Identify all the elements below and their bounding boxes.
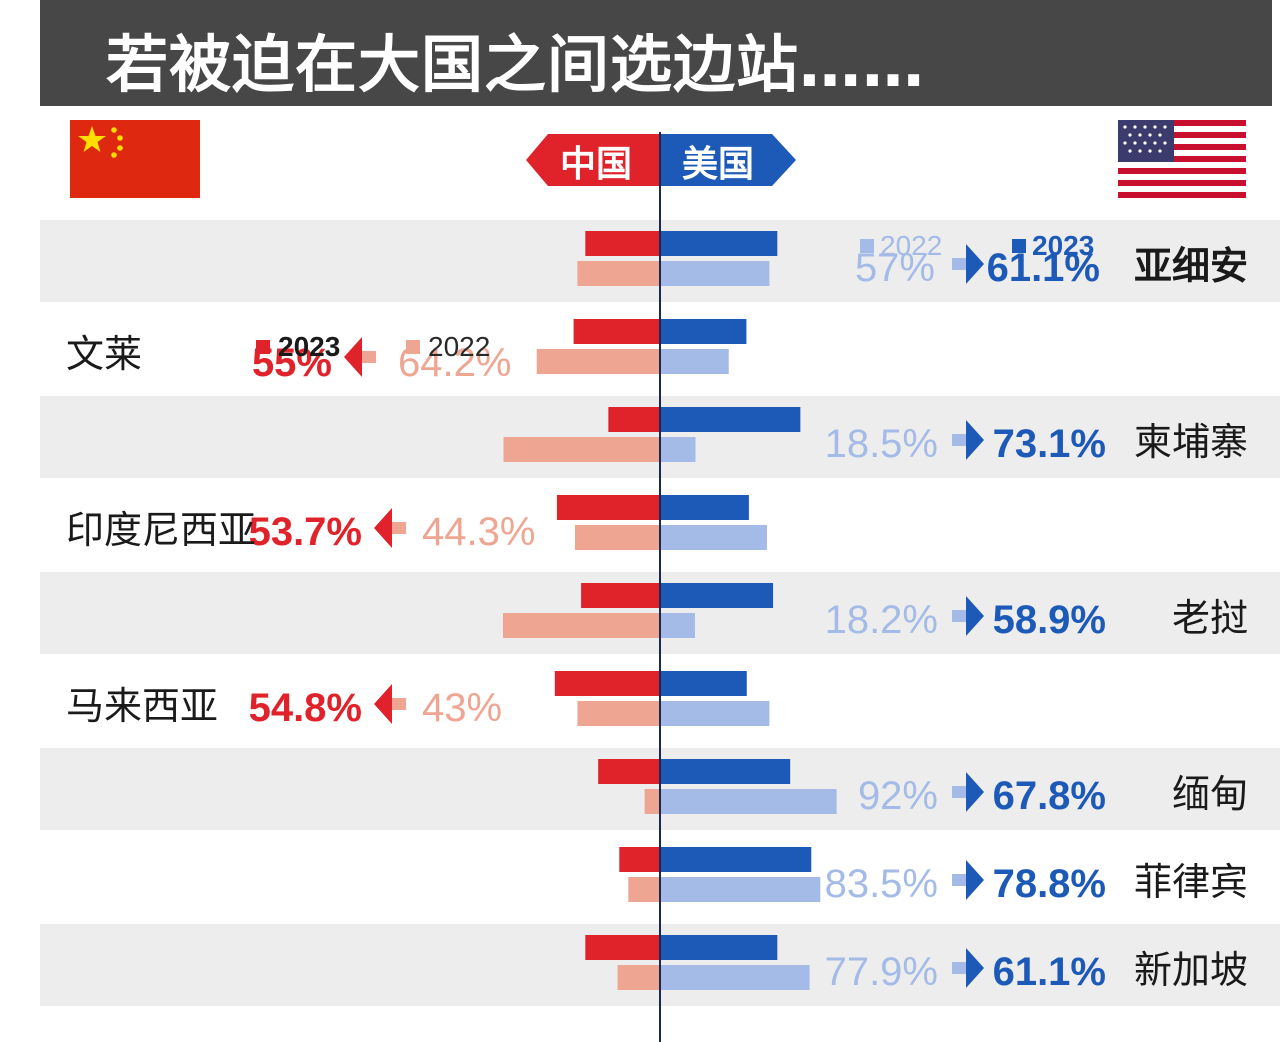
usa-2022-value: 77.9%	[825, 950, 938, 994]
country-label: 柬埔寨	[1134, 420, 1248, 464]
bar-china-2023	[585, 231, 660, 256]
bar-usa-2022	[660, 613, 695, 638]
bar-china-2022	[503, 437, 660, 462]
bar-usa-2022	[660, 261, 770, 286]
usa-2023-value: 73.1%	[993, 422, 1106, 466]
legend-swatch-2023	[256, 340, 270, 354]
bar-china-2023	[585, 935, 660, 960]
bar-usa-2023	[660, 495, 749, 520]
china-2022-value: 44.3%	[422, 510, 535, 554]
bar-usa-2023	[660, 847, 812, 872]
arrow-left-icon	[374, 508, 406, 548]
bar-usa-2022	[660, 789, 837, 814]
legend-swatch-2023	[1012, 239, 1026, 253]
bar-usa-2022	[660, 349, 729, 374]
legend-china: 2023 2022	[256, 331, 490, 362]
usa-center-label: 美国	[682, 144, 754, 185]
country-label: 缅甸	[1172, 772, 1248, 816]
bar-usa-2023	[660, 935, 778, 960]
arrow-right-icon	[952, 772, 984, 812]
usa-flag	[1118, 120, 1246, 198]
usa-2022-value: 83.5%	[825, 862, 938, 906]
title-bar: 若被迫在大国之间选边站……	[40, 0, 1272, 106]
china-2022-value: 43%	[422, 686, 502, 730]
country-label: 菲律宾	[1134, 860, 1248, 904]
country-label: 马来西亚	[66, 684, 218, 728]
bar-usa-2023	[660, 319, 747, 344]
usa-2023-value: 61.1%	[993, 950, 1106, 994]
china-2023-value: 53.7%	[249, 510, 362, 554]
country-label: 老挝	[1172, 596, 1248, 640]
bar-china-2022	[502, 613, 660, 638]
bar-china-2023	[554, 671, 660, 696]
china-2023-value: 54.8%	[249, 686, 362, 730]
bar-china-2022	[628, 877, 660, 902]
legend-swatch-2022	[406, 340, 420, 354]
flag-star-icon	[78, 126, 106, 152]
bar-usa-2022	[660, 877, 821, 902]
usa-2022-value: 57%	[855, 246, 935, 290]
bar-china-2023	[556, 495, 660, 520]
bar-usa-2022	[660, 437, 696, 462]
usa-arrow-label-bg	[660, 134, 796, 186]
usa-2022-value: 18.2%	[825, 598, 938, 642]
bar-china-2023	[573, 319, 660, 344]
bar-china-2023	[619, 847, 660, 872]
arrow-right-icon	[952, 420, 984, 460]
china-arrow-label-bg	[526, 134, 660, 186]
bar-usa-2023	[660, 583, 774, 608]
legend-2022-label: 2022	[880, 230, 942, 261]
country-label: 印度尼西亚	[66, 508, 256, 552]
arrow-right-icon	[952, 596, 984, 636]
center-header: 中国 美国	[526, 134, 796, 186]
arrow-right-icon	[952, 244, 984, 284]
usa-2023-value: 78.8%	[993, 862, 1106, 906]
usa-2022-value: 18.5%	[825, 422, 938, 466]
bars	[502, 231, 837, 990]
bar-usa-2023	[660, 231, 778, 256]
country-label: 文莱	[66, 332, 142, 376]
arrow-right-icon	[952, 860, 984, 900]
bar-china-2023	[598, 759, 660, 784]
country-label: 亚细安	[1134, 244, 1248, 288]
page-title: 若被迫在大国之间选边站……	[106, 28, 926, 101]
usa-2022-value: 92%	[858, 774, 938, 818]
bar-china-2022	[574, 525, 660, 550]
bar-usa-2023	[660, 759, 791, 784]
china-center-label: 中国	[560, 144, 632, 185]
bar-usa-2022	[660, 525, 767, 550]
legend-2023-label: 2023	[278, 331, 340, 362]
legend-2022-label: 2022	[428, 331, 490, 362]
legend-2023-label: 2023	[1032, 230, 1094, 261]
arrow-left-icon	[344, 337, 376, 377]
china-flag	[70, 120, 200, 198]
usa-2023-value: 61.1%	[987, 246, 1100, 290]
bar-usa-2023	[660, 671, 747, 696]
bar-china-2023	[608, 407, 660, 432]
bar-china-2022	[577, 701, 660, 726]
arrow-left-icon	[374, 684, 406, 724]
legend-swatch-2022	[860, 239, 874, 253]
bar-china-2023	[581, 583, 660, 608]
country-label: 新加坡	[1134, 948, 1248, 992]
usa-2023-value: 67.8%	[993, 774, 1106, 818]
legend-usa: 2022 2023	[860, 230, 1094, 261]
arrow-right-icon	[952, 948, 984, 988]
bar-china-2022	[644, 789, 660, 814]
bar-usa-2022	[660, 701, 770, 726]
usa-2023-value: 58.9%	[993, 598, 1106, 642]
bar-china-2022	[577, 261, 660, 286]
bar-china-2022	[536, 349, 660, 374]
bar-china-2022	[617, 965, 660, 990]
bar-usa-2022	[660, 965, 810, 990]
bar-usa-2023	[660, 407, 801, 432]
